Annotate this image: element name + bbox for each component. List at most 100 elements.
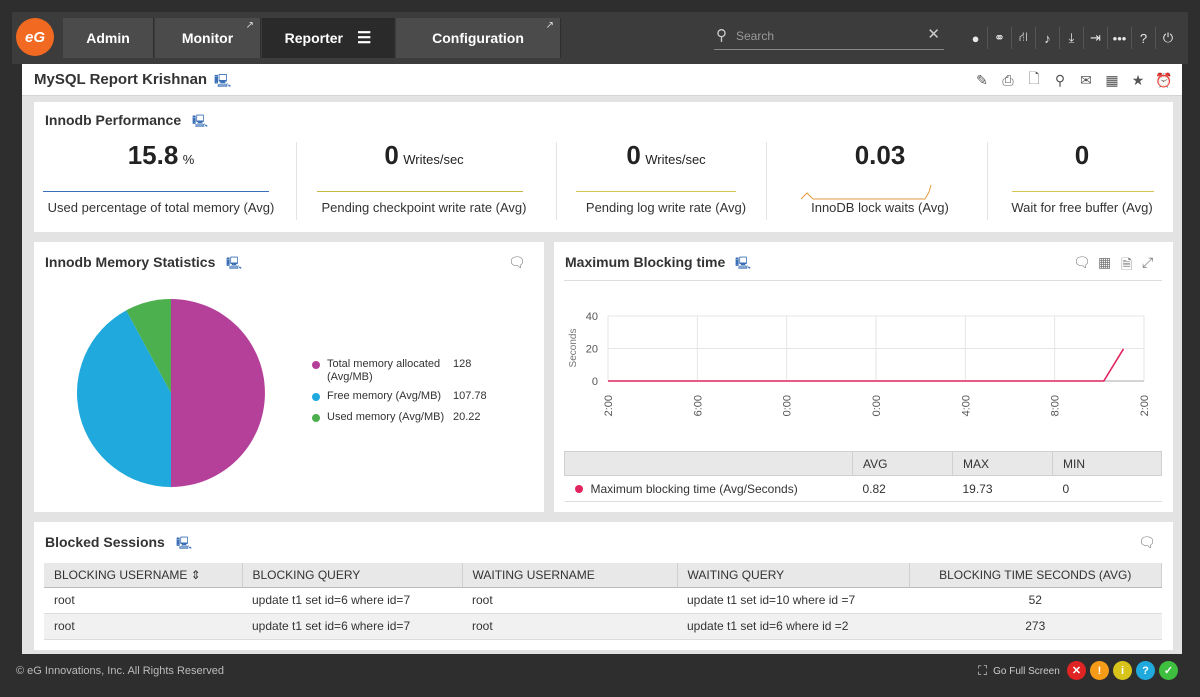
x-tick-label: 00:00 [871,395,883,417]
search-doc-icon[interactable]: ⚲ [1054,71,1066,88]
normal-status-icon[interactable]: ✓ [1159,661,1178,680]
alarm-icon[interactable]: ⏰ [1155,71,1173,88]
excel-icon[interactable]: ▦ [1098,254,1112,270]
road-icon[interactable]: ⛙ [1012,27,1036,49]
toolbar-icons: ● ⚭ ⛙ ♪ ⤓ ⇥ ••• ? ⏻ [964,27,1180,49]
search-icon[interactable]: ⚲ [716,27,727,44]
divider [766,142,767,220]
tab-reporter[interactable]: Reporter ☰ [262,18,395,58]
kpi-value: 15.8 [127,140,179,170]
tab-monitor[interactable]: Monitor ↗ [155,18,261,58]
eg-logo[interactable]: eG [16,18,54,56]
pie-slice[interactable] [171,299,265,487]
unknown-status-icon[interactable]: ? [1136,661,1155,680]
bell-icon[interactable]: ♪ [1036,27,1060,49]
star-icon[interactable]: ★ [1131,71,1145,88]
table-header-row: BLOCKING USERNAME ⇕ BLOCKING QUERY WAITI… [44,563,1162,588]
major-alarm-icon[interactable]: ! [1090,661,1109,680]
kpi-value: 0 [384,140,399,170]
clear-search-icon[interactable]: ✕ [927,26,940,43]
kpi-label: InnoDB lock waits (Avg) [811,200,949,215]
expand-icon[interactable]: ⤢ [1142,254,1154,270]
kpi-label: Used percentage of total memory (Avg) [47,200,275,215]
login-icon[interactable]: ⇥ [1084,27,1108,49]
monitor-icon[interactable]: 🖳 [735,256,752,270]
document-icon[interactable]: 🗎 [1121,256,1133,272]
user-icon[interactable]: ● [964,27,988,49]
power-icon[interactable]: ⏻ [1162,30,1174,45]
column-header[interactable]: MIN [1052,451,1162,476]
y-tick-label: 40 [586,311,598,323]
sparkline [43,191,269,192]
x-tick-label: 20:00 [782,395,794,417]
panel-title: Innodb Memory Statistics [45,254,216,270]
link-icon[interactable]: ⚭ [988,27,1012,49]
x-tick-label: 12:00 [1139,395,1151,417]
kpi-value: 0.03 [854,140,906,170]
kpi-wait-free-buffer: 0 Wait for free buffer (Avg) [1002,140,1162,230]
kpi-unit: Writes/sec [645,152,706,167]
tab-admin[interactable]: Admin [63,18,154,58]
monitor-icon[interactable]: 🖳 [226,256,243,270]
blocking-username-cell: root [44,613,242,640]
footer: © eG Innovations, Inc. All Rights Reserv… [0,657,1200,685]
panel-title: Maximum Blocking time [565,254,726,270]
file-icon[interactable]: 🗋 [1028,70,1040,86]
column-header[interactable]: MAX [952,451,1053,476]
go-full-screen-button[interactable]: ⛶ Go Full Screen [978,663,1060,679]
fullscreen-icon: ⛶ [978,663,988,678]
more-icon[interactable]: ••• [1108,27,1132,49]
email-icon[interactable]: ✉ [1080,71,1092,88]
memory-stats-panel: Innodb Memory Statistics 🖳 🗨 Total memor… [34,242,544,512]
sort-icon[interactable]: ⇕ [190,567,201,582]
blocking-time-chart: Seconds 0 20 40 12:00 16:00 20:00 00:00 04:00 08:… [568,311,1151,417]
hamburger-menu-icon[interactable]: ☰ [357,30,372,47]
kpi-label: Pending checkpoint write rate (Avg) [321,200,527,215]
search-box: ⚲ ✕ [714,24,944,50]
x-tick-label: 16:00 [692,395,704,417]
monitor-icon[interactable]: 🖳 [214,73,232,88]
download-icon[interactable]: ⤓ [1060,27,1084,49]
legend-name: Free memory (Avg/MB) [327,390,442,402]
minor-alarm-icon[interactable]: i [1113,661,1132,680]
column-header[interactable]: BLOCKING TIME SECONDS (AVG) [909,563,1162,588]
table-header-row: AVG MAX MIN [564,451,1162,476]
kpi-unit: Writes/sec [403,152,464,167]
excel-icon[interactable]: ▦ [1105,71,1119,88]
kpi-value: 0 [1074,140,1090,170]
waiting-query-cell: update t1 set id=6 where id =2 [677,613,909,640]
column-header-blocking-username[interactable]: BLOCKING USERNAME ⇕ [44,563,243,588]
tab-configuration[interactable]: Configuration ↗ [396,18,561,58]
monitor-icon[interactable]: 🖳 [176,536,193,550]
waiting-username-cell: root [462,613,677,640]
column-header[interactable]: WAITING QUERY [677,563,910,588]
column-header[interactable]: WAITING USERNAME [462,563,678,588]
comment-icon[interactable]: 🗨 [1073,254,1091,270]
blocking-username-cell: root [44,587,242,614]
kpi-used-memory: 15.8 % Used percentage of total memory (… [41,140,281,230]
pie-slice[interactable] [126,299,171,393]
help-icon[interactable]: ? [1132,27,1156,49]
kpi-value: 0 [626,140,641,170]
column-header[interactable]: BLOCKING QUERY [242,563,463,588]
column-header[interactable]: AVG [852,451,953,476]
kpi-label: Pending log write rate (Avg) [585,200,747,215]
pie-slice[interactable] [77,310,171,487]
pdf-icon[interactable]: ⎙ [1002,71,1014,88]
edit-report-icon[interactable]: ✎ [976,71,988,88]
sparkline [317,191,523,192]
comment-icon[interactable]: 🗨 [508,254,526,270]
monitor-icon[interactable]: 🖳 [192,114,209,128]
blocked-sessions-table: BLOCKING USERNAME ⇕ BLOCKING QUERY WAITI… [44,563,1162,640]
comment-icon[interactable]: 🗨 [1138,534,1156,550]
legend-value: 107.78 [453,390,487,402]
legend-swatch [312,393,320,401]
critical-alarm-icon[interactable]: ✕ [1067,661,1086,680]
external-link-icon: ↗ [545,20,554,31]
search-input[interactable] [736,26,916,46]
blocking-time-panel: Maximum Blocking time 🖳 🗨 ▦ 🗎 ⤢ Seconds 0… [554,242,1173,512]
legend-value: 20.22 [453,411,481,423]
blocking-query-cell: update t1 set id=6 where id=7 [242,587,462,614]
series-line[interactable] [608,348,1125,382]
waiting-query-cell: update t1 set id=10 where id =7 [677,587,909,614]
